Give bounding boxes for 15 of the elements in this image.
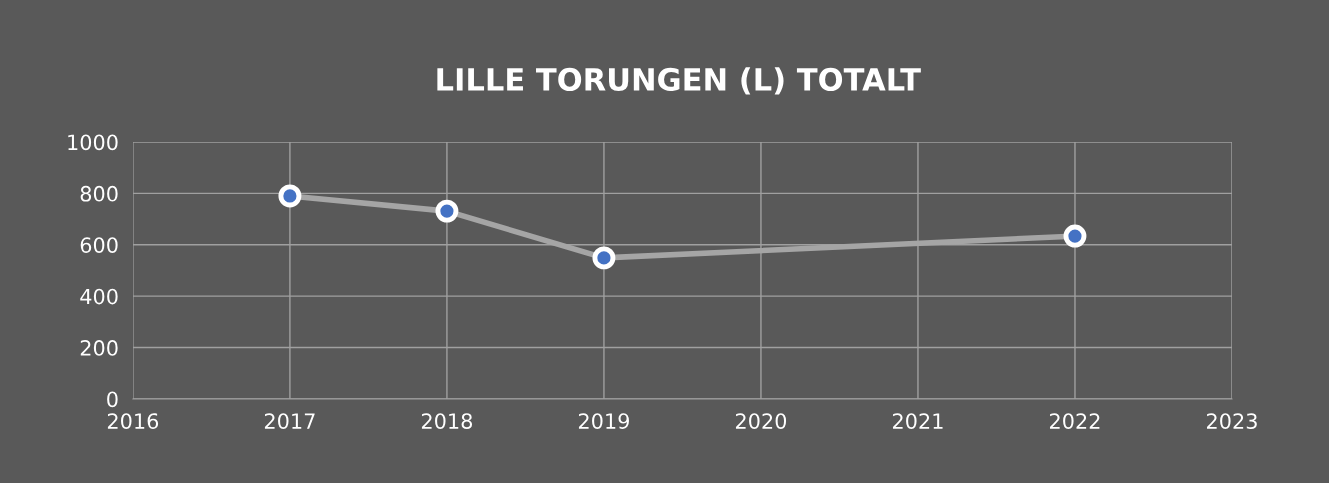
x-tick-label: 2018 xyxy=(421,413,473,429)
y-tick-label: 0 xyxy=(107,391,118,408)
y-tick-label: 1000 xyxy=(68,134,118,151)
x-tick-label: 2019 xyxy=(578,413,629,429)
y-tick-label: 600 xyxy=(80,237,118,253)
y-tick-label: 800 xyxy=(80,185,118,202)
y-tick-label: 200 xyxy=(80,340,118,356)
x-tick-label: 2020 xyxy=(735,413,787,429)
x-tick-label: 2022 xyxy=(1049,413,1100,429)
x-tick-label: 2021 xyxy=(892,413,943,429)
chart-title: LILLE TORUNGEN (L) TOTALT xyxy=(437,67,921,95)
x-tick-label: 2016 xyxy=(107,413,159,429)
y-tick-label: 400 xyxy=(80,288,118,305)
x-tick-label: 2017 xyxy=(264,413,315,429)
x-tick-label: 2023 xyxy=(1207,413,1257,429)
